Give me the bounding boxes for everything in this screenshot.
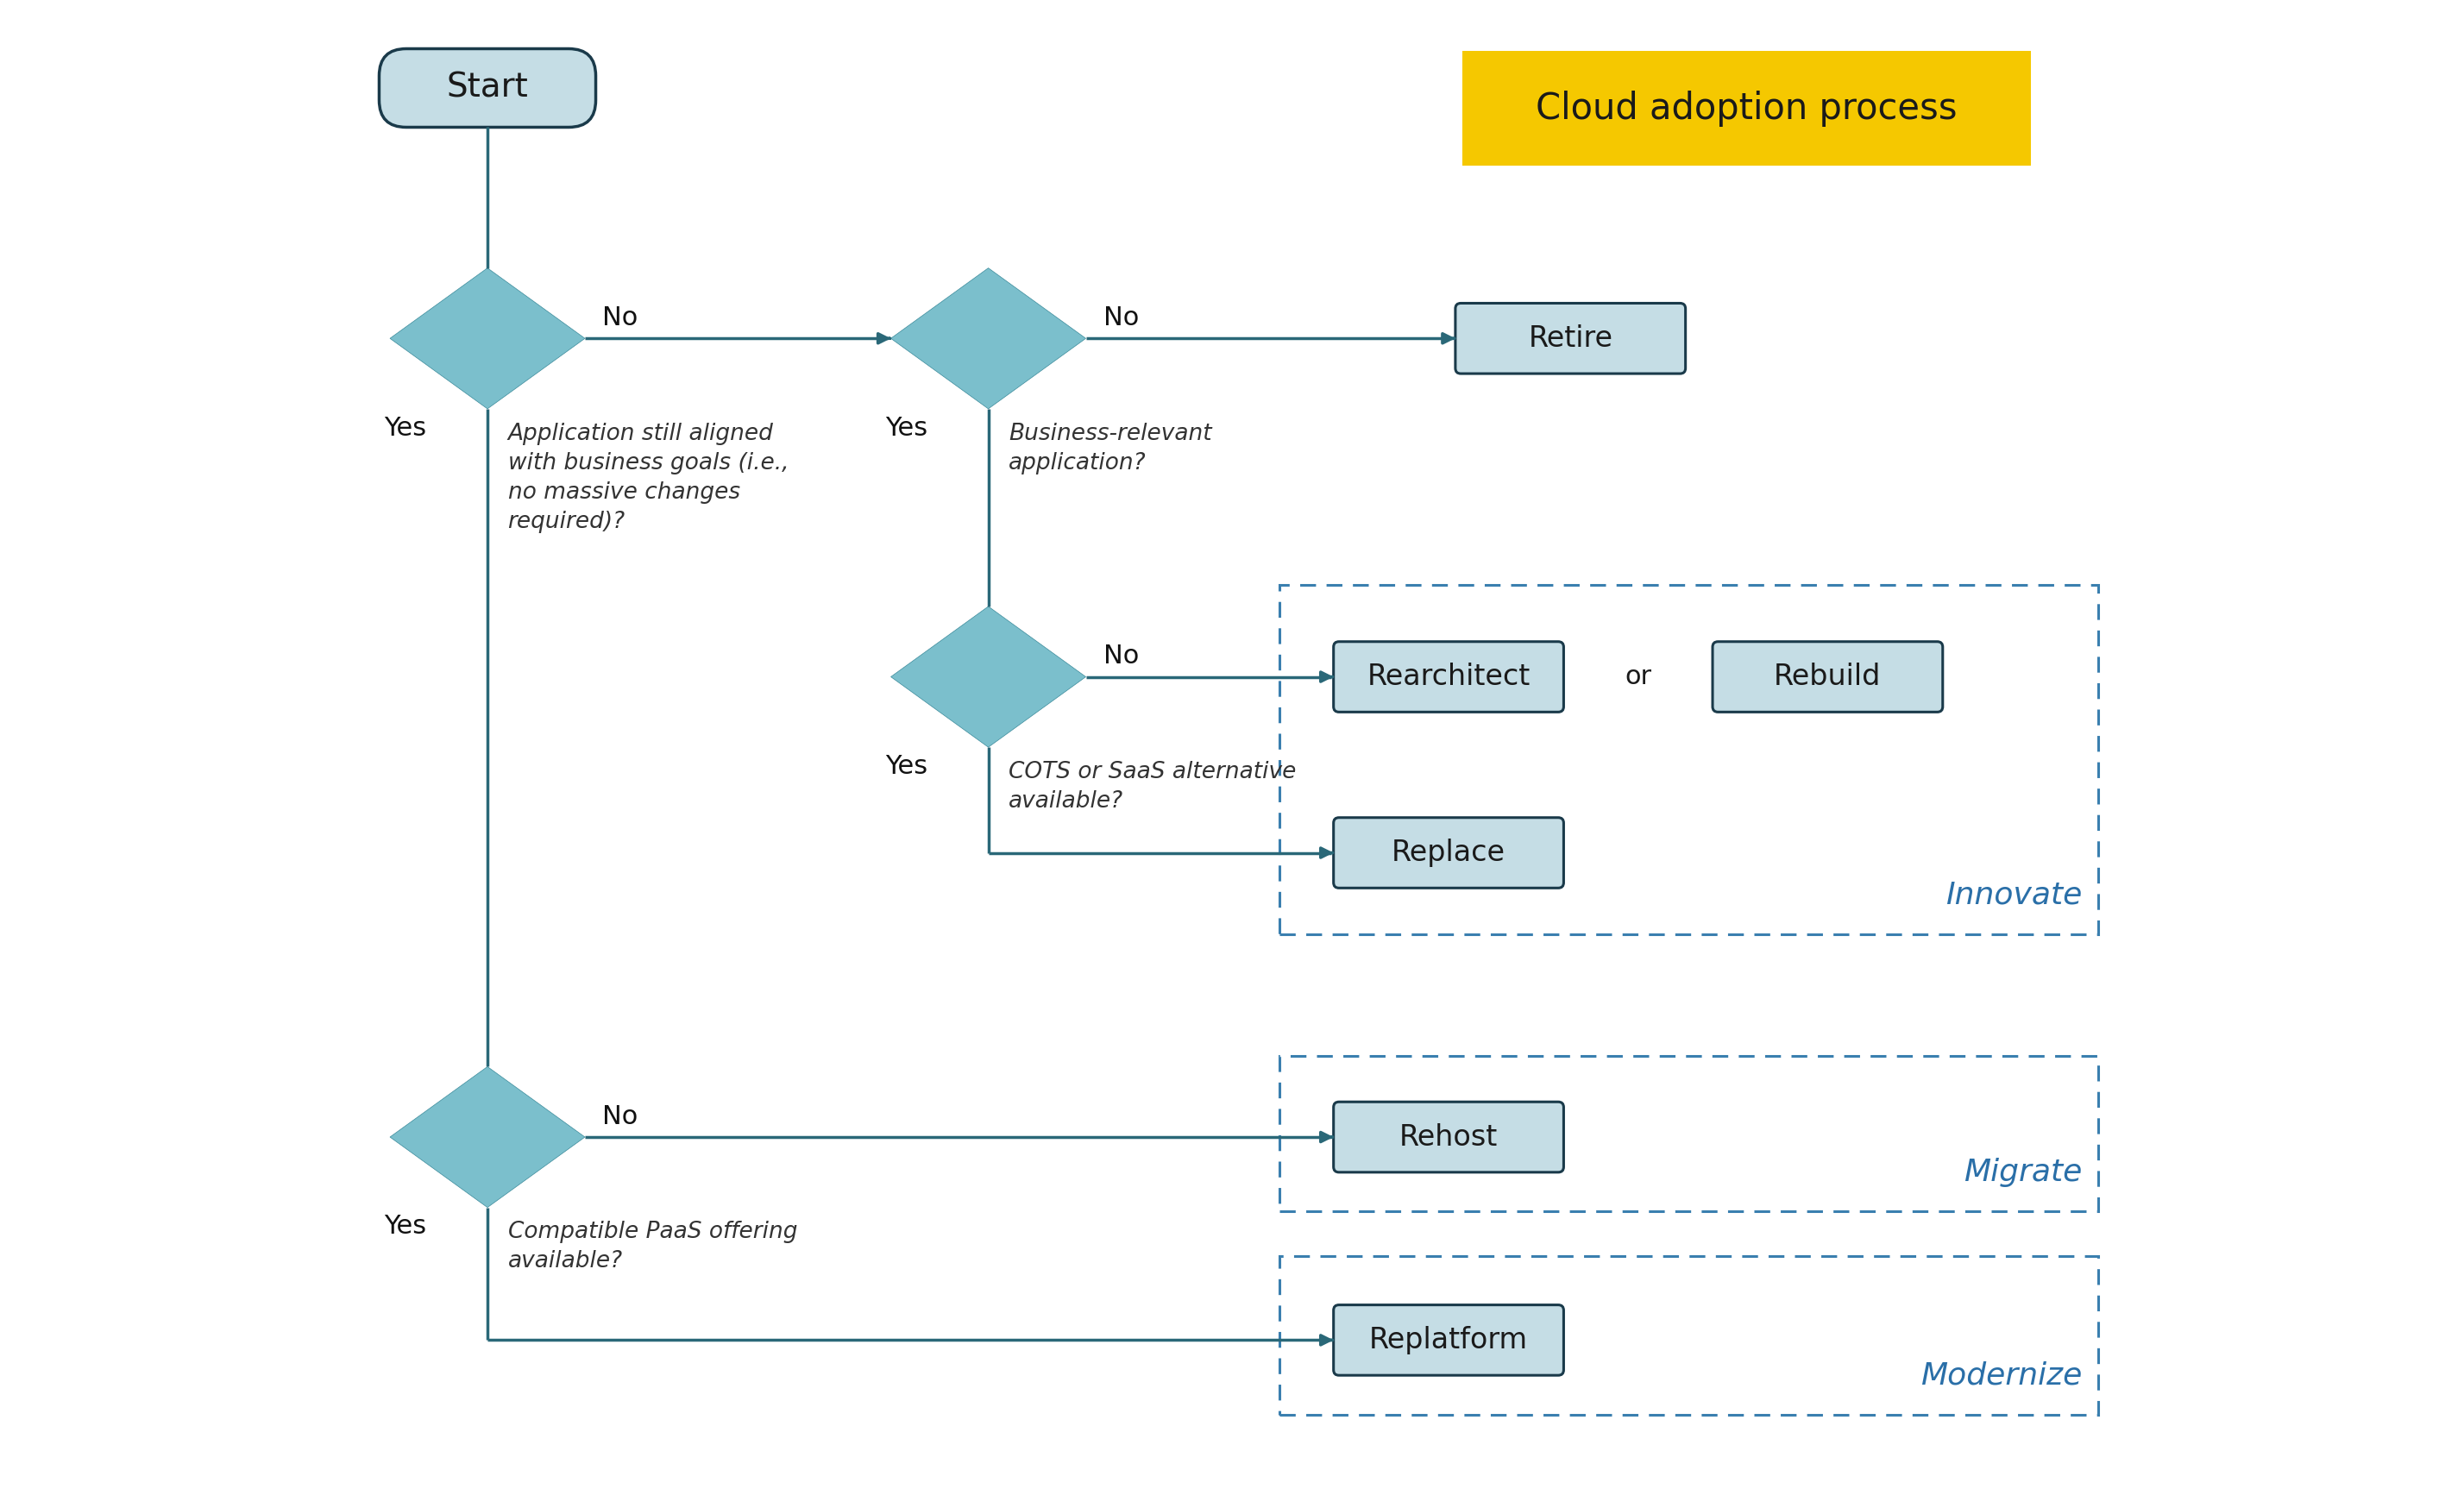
Text: Rearchitect: Rearchitect — [1368, 663, 1530, 691]
Text: Yes: Yes — [885, 415, 926, 441]
FancyBboxPatch shape — [1333, 1304, 1565, 1376]
FancyBboxPatch shape — [1456, 304, 1685, 374]
Text: Replatform: Replatform — [1370, 1325, 1528, 1355]
Text: Yes: Yes — [384, 1214, 426, 1239]
Text: No: No — [604, 305, 638, 331]
Text: Yes: Yes — [885, 753, 926, 779]
Text: COTS or SaaS alternative
available?: COTS or SaaS alternative available? — [1008, 761, 1296, 813]
FancyBboxPatch shape — [1333, 1102, 1565, 1172]
FancyBboxPatch shape — [1461, 51, 2030, 165]
Text: Cloud adoption process: Cloud adoption process — [1535, 91, 1956, 127]
Text: Rebuild: Rebuild — [1774, 663, 1882, 691]
Polygon shape — [892, 268, 1087, 409]
Text: Innovate: Innovate — [1947, 880, 2082, 910]
Text: Modernize: Modernize — [1919, 1361, 2082, 1391]
Text: No: No — [1104, 305, 1138, 331]
Polygon shape — [389, 1066, 584, 1208]
Text: Replace: Replace — [1392, 838, 1506, 867]
Text: No: No — [1104, 643, 1138, 669]
Polygon shape — [892, 606, 1087, 747]
Text: Migrate: Migrate — [1964, 1158, 2082, 1187]
FancyBboxPatch shape — [1333, 642, 1565, 712]
FancyBboxPatch shape — [379, 49, 596, 127]
Text: Start: Start — [446, 71, 527, 104]
Text: Rehost: Rehost — [1400, 1123, 1498, 1151]
FancyBboxPatch shape — [1712, 642, 1942, 712]
Polygon shape — [389, 268, 584, 409]
Text: Business-relevant
application?: Business-relevant application? — [1008, 423, 1212, 474]
Text: Retire: Retire — [1528, 325, 1614, 353]
Text: Compatible PaaS offering
available?: Compatible PaaS offering available? — [508, 1221, 798, 1273]
Text: Yes: Yes — [384, 415, 426, 441]
Text: No: No — [604, 1103, 638, 1129]
Text: or: or — [1624, 664, 1651, 689]
FancyBboxPatch shape — [1333, 817, 1565, 887]
Text: Application still aligned
with business goals (i.e.,
no massive changes
required: Application still aligned with business … — [508, 423, 788, 533]
